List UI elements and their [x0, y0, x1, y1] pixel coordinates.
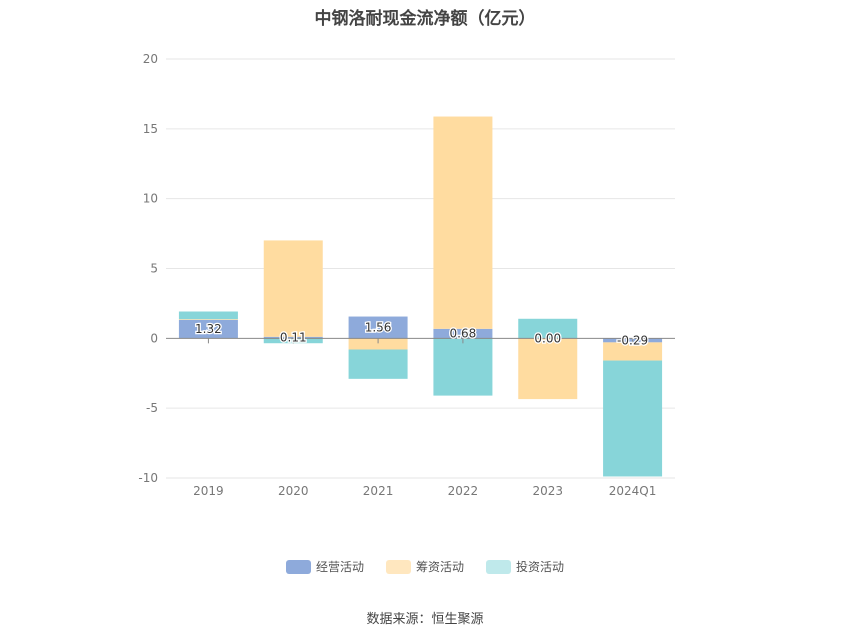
bar-financing: [178, 319, 238, 320]
y-tick-label: 10: [143, 192, 158, 206]
data-source: 数据来源：恒生聚源: [366, 612, 484, 627]
legend-label-operating: 经营活动: [315, 560, 364, 574]
bar-investing: [348, 349, 408, 379]
legend: 经营活动 筹资活动 投资活动: [0, 558, 850, 575]
data-label: 0.11: [280, 331, 307, 345]
x-tick-label: 2024Q1: [609, 484, 657, 498]
cash-flow-chart: -10 -5 0 5 10 15 20 2019 2020 2021 2022 2023 2024Q1 1…: [138, 52, 675, 498]
legend-item-operating[interactable]: 经营活动: [285, 558, 364, 575]
bar-financing: [518, 338, 578, 400]
data-label: 0.68: [450, 327, 477, 341]
bar-investing: [518, 318, 578, 339]
legend-swatch-operating: [285, 559, 311, 574]
y-tick-label: 5: [150, 262, 158, 276]
data-label: 0.00: [534, 331, 561, 345]
x-tick-label: 2022: [448, 484, 479, 498]
bar-financing: [263, 240, 323, 337]
bar-financing: [603, 342, 663, 361]
legend-item-investing[interactable]: 投资活动: [486, 558, 564, 575]
chart-title: 中钢洛耐现金流净额（亿元）: [314, 9, 536, 29]
bar-investing: [433, 338, 493, 396]
data-label: 1.56: [365, 320, 392, 334]
data-label: 1.32: [195, 322, 222, 336]
bar-operating: [433, 328, 493, 339]
x-tick-label: 2019: [193, 484, 224, 498]
bar-investing: [178, 311, 238, 320]
bar-financing: [348, 338, 408, 350]
bar-investing: [603, 360, 663, 477]
bar-financing: [433, 116, 493, 329]
legend-item-financing[interactable]: 筹资活动: [385, 558, 464, 575]
legend-swatch-investing: [486, 559, 511, 574]
y-tick-label: 15: [143, 122, 158, 136]
bar-operating: [263, 336, 323, 339]
y-tick-label: 20: [143, 52, 158, 66]
bar-operating: [348, 316, 408, 339]
y-tick-label: -10: [138, 471, 158, 485]
y-tick-label: 0: [150, 331, 158, 345]
legend-label-financing: 筹资活动: [415, 560, 464, 574]
legend-label-investing: 投资活动: [516, 560, 565, 574]
x-tick-label: 2020: [278, 484, 309, 498]
data-label: -0.29: [617, 333, 648, 347]
x-tick-label: 2023: [532, 484, 563, 498]
x-tick-label: 2021: [363, 484, 394, 498]
y-tick-label: -5: [146, 401, 158, 415]
bar-operating: [178, 319, 238, 339]
legend-swatch-financing: [385, 559, 411, 574]
